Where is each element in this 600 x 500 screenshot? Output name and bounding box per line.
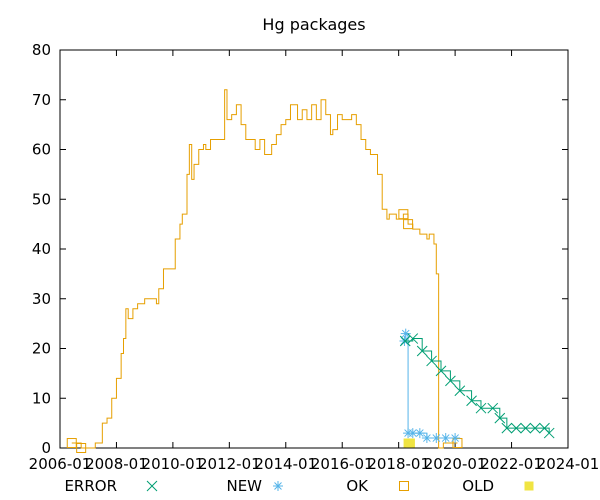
point-ok [398, 209, 409, 220]
y-tick-label: 20 [32, 340, 51, 358]
y-tick-label: 60 [32, 141, 51, 159]
legend-label-error: ERROR [64, 477, 117, 495]
legend-marker-new [273, 481, 283, 491]
x-tick-label: 2010-01 [142, 455, 205, 473]
x-tick-label: 2006-01 [29, 455, 92, 473]
point-error [501, 422, 513, 434]
point-new [450, 433, 461, 444]
point-new [400, 328, 411, 339]
point-error [494, 412, 506, 424]
y-tick-label: 40 [32, 240, 51, 258]
series-error [399, 333, 555, 439]
point-ok [76, 443, 87, 453]
x-tick-label: 2008-01 [85, 455, 148, 473]
point-error [454, 385, 466, 397]
y-tick-label: 50 [32, 190, 51, 208]
y-tick-label: 70 [32, 91, 51, 109]
x-tick-label: 2022-01 [480, 455, 543, 473]
y-tick-label: 0 [41, 439, 51, 457]
series-line-new [404, 333, 456, 439]
point-error [445, 375, 456, 387]
x-tick-label: 2020-01 [424, 455, 487, 473]
legend: ERROR NEW OK OLD [64, 477, 534, 495]
plot-frame [59, 49, 569, 449]
point-new [407, 428, 418, 439]
point-ok [403, 219, 414, 230]
series-new [399, 328, 461, 444]
point-error [426, 355, 437, 367]
legend-marker-old [524, 481, 534, 491]
y-tick-label: 30 [32, 290, 51, 308]
point-error [543, 427, 555, 439]
point-error [435, 365, 447, 377]
point-new [431, 433, 442, 444]
point-new [399, 336, 410, 347]
series-layer [66, 89, 555, 453]
legend-label-ok: OK [346, 477, 369, 495]
point-old [405, 438, 415, 448]
legend-label-old: OLD [462, 477, 494, 495]
point-error [510, 422, 522, 434]
y-tick-label: 80 [32, 41, 51, 59]
x-tick-label: 2012-01 [198, 455, 261, 473]
point-error [407, 333, 419, 344]
point-error [520, 422, 532, 434]
legend-label-new: NEW [226, 477, 262, 495]
x-tick-label: 2024-01 [537, 455, 600, 473]
x-tick-label: 2018-01 [367, 455, 430, 473]
point-error [529, 422, 541, 434]
point-error [487, 402, 499, 414]
axis-layer: 010203040506070802006-012008-012010-0120… [29, 41, 600, 473]
point-new [414, 428, 425, 439]
chart-title: Hg packages [262, 15, 365, 34]
series-line-error [405, 338, 550, 434]
y-tick-label: 10 [32, 389, 51, 407]
point-error [399, 335, 411, 347]
x-tick-label: 2016-01 [311, 455, 374, 473]
series-ok [66, 89, 463, 453]
point-error [416, 345, 428, 357]
point-new [421, 433, 432, 444]
legend-marker-ok [399, 481, 409, 491]
x-tick-label: 2014-01 [254, 455, 317, 473]
series-line-ok [71, 89, 458, 449]
series-old [403, 438, 415, 448]
point-error [466, 395, 477, 407]
legend-marker-error [146, 480, 158, 492]
point-error [475, 402, 487, 414]
point-new [440, 433, 451, 444]
